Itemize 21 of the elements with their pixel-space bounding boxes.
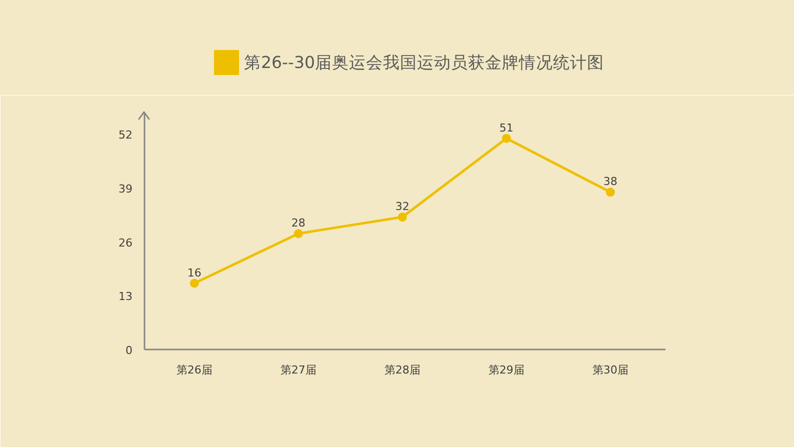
x-tick-label: 第26届	[176, 364, 212, 376]
y-tick-label: 39	[118, 182, 133, 196]
point	[190, 278, 199, 288]
data-label: 16	[187, 266, 202, 280]
y-tick-label: 26	[118, 236, 133, 250]
data-label: 38	[603, 175, 618, 188]
x-tick-label: 第30届	[592, 364, 628, 376]
point	[294, 229, 303, 238]
x-tick-label: 第28届	[384, 364, 420, 376]
chart-title: 第26--30届奥运会我国运动员获金牌情况统计图	[244, 52, 604, 74]
y-tick-label: 0	[126, 344, 132, 357]
y-tick-label: 13	[118, 290, 133, 304]
data-label: 28	[291, 216, 306, 230]
point	[502, 134, 511, 143]
point	[606, 188, 615, 197]
x-tick-label: 第29届	[488, 364, 524, 376]
y-tick-label: 52	[118, 128, 133, 142]
data-label: 32	[395, 200, 410, 214]
data-label: 51	[499, 121, 514, 134]
x-tick-label: 第27届	[280, 364, 316, 376]
point	[398, 212, 407, 222]
